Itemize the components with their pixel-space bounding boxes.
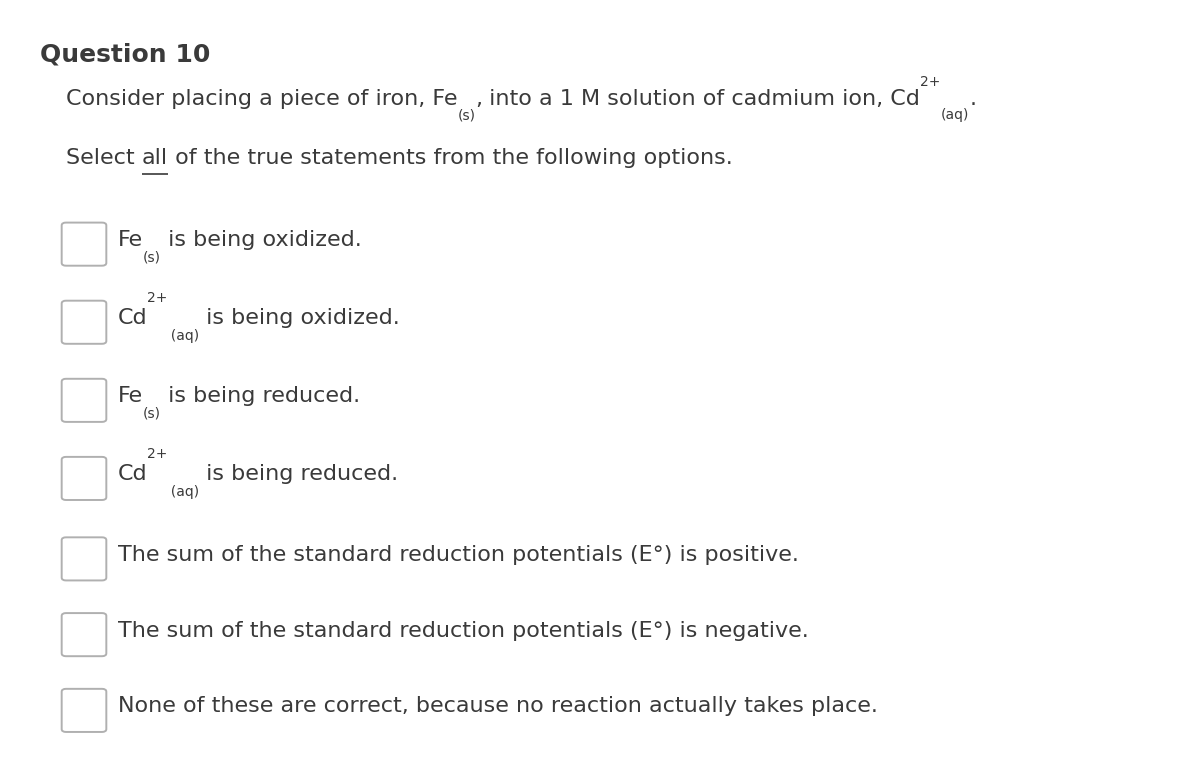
Text: .: . bbox=[970, 90, 976, 109]
Text: is being oxidized.: is being oxidized. bbox=[199, 308, 400, 328]
Text: Question 10: Question 10 bbox=[40, 43, 210, 67]
Text: Cd: Cd bbox=[118, 308, 148, 328]
Text: is being reduced.: is being reduced. bbox=[161, 387, 360, 406]
Text: Fe: Fe bbox=[118, 387, 143, 406]
FancyBboxPatch shape bbox=[61, 689, 107, 732]
Text: all: all bbox=[142, 148, 168, 168]
Text: (aq): (aq) bbox=[941, 109, 970, 123]
FancyBboxPatch shape bbox=[61, 537, 107, 580]
Text: None of these are correct, because no reaction actually takes place.: None of these are correct, because no re… bbox=[118, 697, 877, 716]
Text: is being oxidized.: is being oxidized. bbox=[161, 230, 361, 250]
Text: The sum of the standard reduction potentials (E°) is positive.: The sum of the standard reduction potent… bbox=[118, 545, 798, 565]
FancyBboxPatch shape bbox=[61, 457, 107, 500]
Text: Consider placing a piece of iron, Fe: Consider placing a piece of iron, Fe bbox=[66, 90, 457, 109]
Text: ,: , bbox=[475, 90, 482, 109]
Text: 2+: 2+ bbox=[148, 291, 168, 305]
Text: 2+: 2+ bbox=[148, 448, 168, 462]
Text: 2+: 2+ bbox=[920, 75, 941, 89]
Text: Cd: Cd bbox=[118, 465, 148, 484]
FancyBboxPatch shape bbox=[61, 223, 107, 266]
FancyBboxPatch shape bbox=[61, 301, 107, 344]
Text: (s): (s) bbox=[457, 109, 475, 123]
Text: (aq): (aq) bbox=[168, 485, 199, 499]
Text: (s): (s) bbox=[143, 251, 161, 265]
Text: of the true statements from the following options.: of the true statements from the followin… bbox=[168, 148, 733, 168]
Text: The sum of the standard reduction potentials (E°) is negative.: The sum of the standard reduction potent… bbox=[118, 621, 809, 640]
Text: Select: Select bbox=[66, 148, 142, 168]
FancyBboxPatch shape bbox=[61, 613, 107, 656]
Text: is being reduced.: is being reduced. bbox=[199, 465, 398, 484]
Text: Fe: Fe bbox=[118, 230, 143, 250]
Text: (s): (s) bbox=[143, 407, 161, 421]
Text: into a 1 M solution of cadmium ion, Cd: into a 1 M solution of cadmium ion, Cd bbox=[482, 90, 920, 109]
Text: (aq): (aq) bbox=[168, 329, 199, 343]
FancyBboxPatch shape bbox=[61, 379, 107, 422]
